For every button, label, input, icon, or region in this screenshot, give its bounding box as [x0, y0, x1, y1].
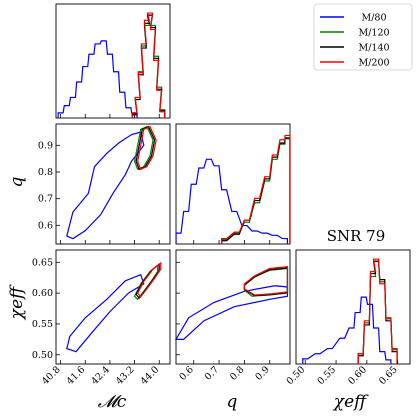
hist-mc-M-120: [131, 14, 166, 118]
xlabel-chi: χeff: [333, 392, 369, 412]
legend-box: [313, 3, 413, 71]
xtick-label-q: 0.8: [228, 364, 246, 382]
xtick-label-q: 0.9: [253, 364, 271, 382]
contour-mc-chi-M-80: [66, 273, 145, 353]
xtick-label-q: 0.7: [203, 364, 221, 382]
ticks-layer: 40.8 41.6 42.4 43.2 44.0 0.6 0.7 0.8 0.9 0.50 0.55…: [32, 114, 400, 387]
xlabel-mc: 𝓜c: [98, 392, 127, 412]
hist-q-M-80: [175, 158, 289, 244]
panel-frame-q-chi: [175, 249, 291, 365]
hist-mc-M-140: [131, 14, 166, 118]
hist-mc-M-80: [57, 40, 138, 118]
legend: M/80 M/120 M/140 M/200: [313, 3, 413, 71]
panel-frame-chi-chi: [295, 249, 411, 365]
hist-chi-M-140: [357, 260, 398, 364]
contour-mc-chi-M-140: [135, 262, 160, 300]
contour-mc-chi-M-200: [136, 261, 162, 298]
legend-label-M-200: M/200: [358, 58, 389, 69]
xtick-label-q: 0.6: [177, 364, 195, 382]
xtick-label-mc: 40.8: [40, 364, 63, 387]
ytick-label-q: 0.7: [38, 194, 53, 205]
ylabel-q: q: [7, 176, 27, 187]
xtick-label-mc: 43.2: [114, 364, 137, 387]
contour-mc-q-M-120: [133, 125, 154, 171]
panel-frame-mc-q: [55, 123, 171, 245]
xtick-label-mc: 41.6: [65, 364, 88, 387]
xtick-label-chi: 0.60: [346, 364, 369, 387]
hist-q-M-140: [221, 138, 291, 244]
contour-q-chi-M-140: [243, 267, 289, 297]
contour-mc-q-M-80: [66, 131, 145, 240]
xlabel-q: q: [227, 392, 238, 412]
xtick-label-mc: 44.0: [139, 364, 162, 387]
hist-chi-M-200: [357, 258, 398, 364]
contour-q-chi-M-200: [243, 265, 289, 296]
hist-q-M-120: [221, 137, 291, 244]
hist-mc-M-200: [131, 12, 166, 118]
ytick-label-q: 0.9: [38, 140, 53, 151]
ylabel-chi: χeff: [7, 284, 27, 320]
legend-label-M-80: M/80: [361, 13, 386, 24]
hist-q-M-200: [221, 134, 291, 244]
xtick-label-chi: 0.50: [285, 364, 308, 387]
xtick-label-mc: 42.4: [89, 364, 112, 387]
plot-layer: [57, 12, 398, 364]
ytick-label-q: 0.8: [38, 167, 53, 178]
legend-label-M-140: M/140: [358, 43, 389, 54]
contour-mc-q-M-140: [135, 125, 156, 171]
ytick-label-chi: 0.60: [32, 288, 53, 299]
panel-frame-mc-mc: [55, 3, 171, 119]
chart-title: SNR 79: [327, 227, 386, 245]
panel-frame-mc-chi: [55, 249, 171, 365]
xtick-label-chi: 0.65: [377, 364, 400, 387]
ytick-label-chi: 0.55: [32, 319, 53, 330]
ytick-label-chi: 0.65: [32, 257, 53, 268]
ytick-label-chi: 0.50: [32, 350, 53, 361]
xtick-label-chi: 0.55: [315, 364, 338, 387]
contour-mc-q-M-200: [137, 125, 157, 171]
ytick-label-q: 0.6: [38, 220, 53, 231]
legend-label-M-120: M/120: [358, 28, 389, 39]
hist-chi-M-80: [302, 296, 392, 364]
